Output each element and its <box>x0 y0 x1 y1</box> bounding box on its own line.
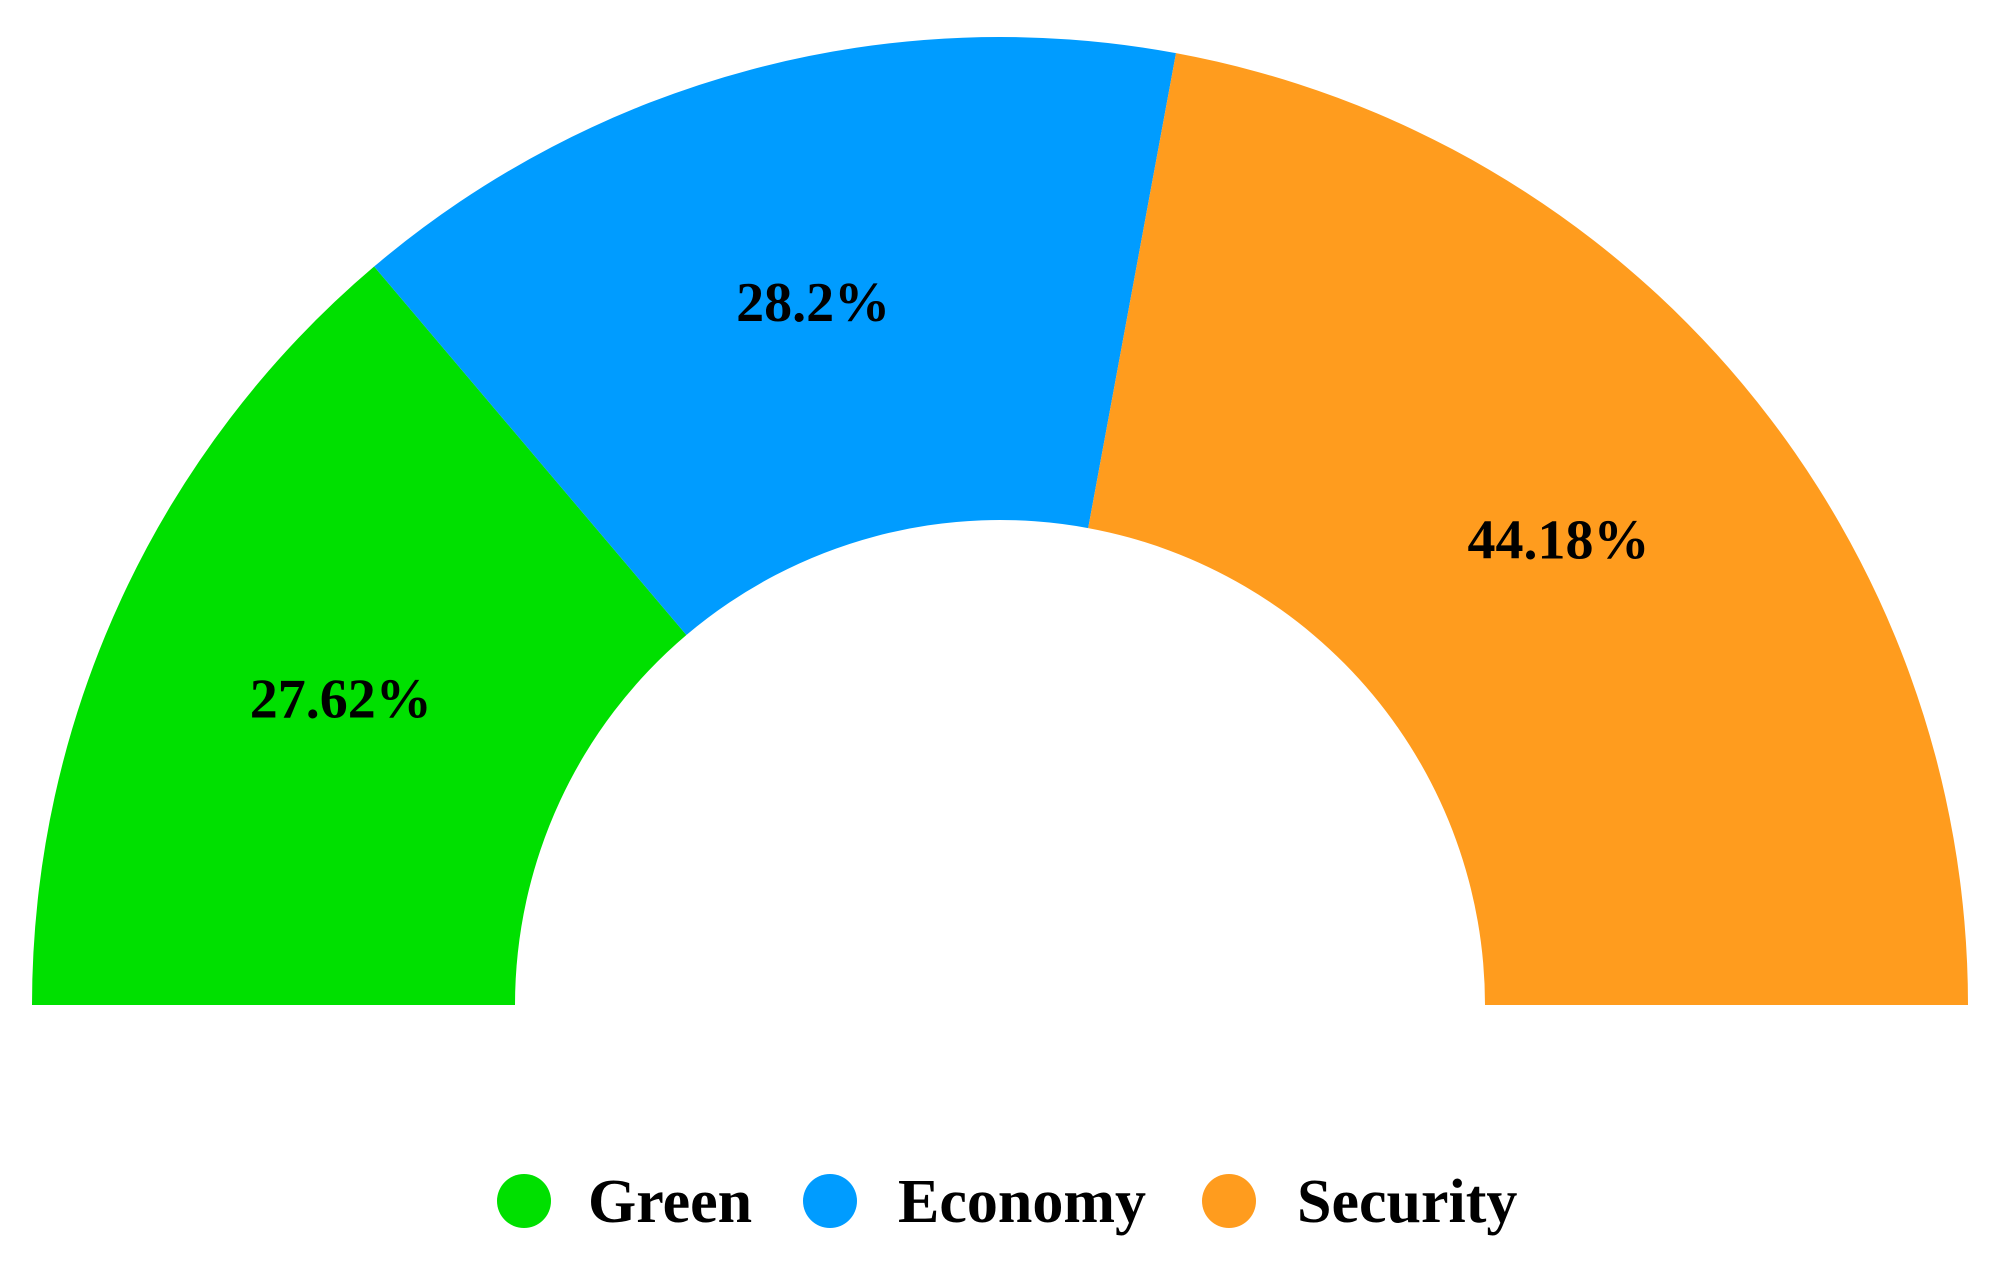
legend-label-security: Security <box>1297 1168 1517 1236</box>
slice-label-security: 44.18% <box>1467 509 1649 571</box>
legend-marker-economy <box>803 1174 857 1228</box>
slice-security <box>1088 53 1968 1006</box>
slice-economy <box>374 37 1177 636</box>
chart-slices <box>32 37 1968 1006</box>
legend-label-economy: Economy <box>898 1168 1146 1236</box>
legend-label-green: Green <box>588 1168 752 1236</box>
slice-label-green: 27.62% <box>250 669 432 731</box>
legend-marker-green <box>497 1174 551 1228</box>
slice-green <box>32 266 687 1005</box>
chart-legend: Green Economy Security <box>497 1168 1517 1236</box>
slice-label-economy: 28.2% <box>736 272 890 334</box>
chart-slice-labels: 27.62% 28.2% 44.18% <box>250 272 1650 731</box>
legend-marker-security <box>1202 1174 1256 1228</box>
